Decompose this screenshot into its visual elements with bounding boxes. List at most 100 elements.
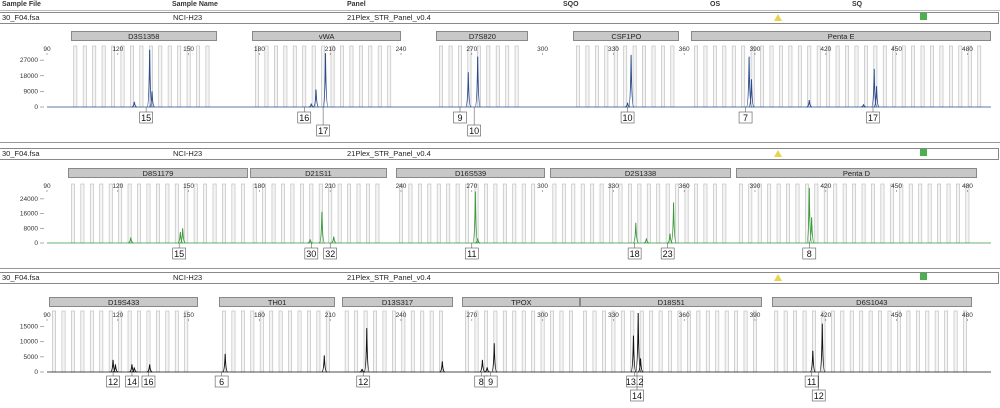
col-os[interactable]: OS	[710, 1, 721, 8]
allele-call[interactable]: 13.2	[626, 377, 644, 387]
locus-d18s51[interactable]: D18S51	[580, 297, 763, 307]
allele-call[interactable]: 14	[632, 391, 642, 401]
allele-call[interactable]: 6	[219, 377, 224, 387]
peak[interactable]	[479, 359, 486, 373]
allele-call-box[interactable]	[626, 375, 643, 388]
allele-call[interactable]: 15	[141, 113, 151, 123]
locus-th01[interactable]: TH01	[219, 297, 335, 307]
electropherogram-panel-3[interactable]: 30_F04.fsa NCI-H23 21Plex_STR_Panel_v0.4…	[0, 272, 1000, 408]
peak[interactable]	[873, 86, 880, 108]
col-sqo[interactable]: SQO	[563, 1, 579, 8]
peak[interactable]	[484, 367, 490, 373]
peak[interactable]	[624, 102, 631, 108]
locus-d21s11[interactable]: D21S11	[249, 168, 387, 178]
quality-ok-icon[interactable]	[920, 13, 927, 20]
locus-csf1po[interactable]: CSF1PO	[573, 31, 680, 41]
allele-call[interactable]: 10	[469, 126, 479, 136]
locus-d19s433[interactable]: D19S433	[49, 297, 199, 307]
quality-ok-icon[interactable]	[920, 273, 927, 280]
allele-call[interactable]: 23	[663, 249, 673, 259]
allele-call[interactable]: 9	[457, 113, 462, 123]
allele-call-box[interactable]	[139, 111, 153, 124]
allele-call-box[interactable]	[214, 375, 229, 388]
allele-call-box[interactable]	[467, 124, 481, 137]
locus-d3s1358[interactable]: D3S1358	[70, 31, 217, 41]
allele-call[interactable]: 12	[358, 377, 368, 387]
allele-call-box[interactable]	[660, 247, 675, 260]
allele-call[interactable]: 14	[127, 377, 137, 387]
allele-call[interactable]: 8	[479, 377, 484, 387]
allele-call[interactable]: 12	[814, 391, 824, 401]
peak[interactable]	[806, 100, 812, 108]
peak[interactable]	[637, 358, 644, 373]
locus-d16s539[interactable]: D16S539	[396, 168, 545, 178]
allele-call-box[interactable]	[738, 111, 753, 124]
peak[interactable]	[149, 91, 155, 108]
peak[interactable]	[808, 217, 815, 244]
peak[interactable]	[670, 202, 677, 244]
peak[interactable]	[331, 236, 337, 244]
peak[interactable]	[112, 364, 119, 373]
allele-call-box[interactable]	[804, 375, 819, 388]
electropherogram-panel-1[interactable]: 30_F04.fsa NCI-H23 21Plex_STR_Panel_v0.4…	[0, 12, 1000, 140]
peak[interactable]	[128, 237, 134, 244]
locus-d7s820[interactable]: D7S820	[436, 31, 529, 41]
allele-call[interactable]: 8	[807, 249, 812, 259]
peak[interactable]	[491, 343, 498, 373]
allele-call-box[interactable]	[627, 247, 642, 260]
peak[interactable]	[307, 239, 313, 244]
allele-call-box[interactable]	[811, 389, 826, 402]
peak[interactable]	[809, 350, 816, 373]
allele-call-box[interactable]	[297, 111, 312, 124]
trace-plot[interactable]: 90 120 150 180 210 240 270 300 330 360 390 420 450 48…	[0, 148, 1000, 268]
peak[interactable]	[465, 72, 472, 108]
peak[interactable]	[628, 54, 635, 108]
allele-call-box[interactable]	[453, 111, 467, 124]
allele-call[interactable]: 17	[318, 126, 328, 136]
allele-call[interactable]: 12	[108, 377, 118, 387]
peak[interactable]	[475, 238, 481, 244]
locus-d8s1179[interactable]: D8S1179	[68, 168, 248, 178]
allele-call[interactable]: 30	[306, 249, 316, 259]
peak[interactable]	[472, 191, 479, 244]
allele-call[interactable]: 11	[807, 377, 816, 387]
allele-call-box[interactable]	[323, 247, 338, 260]
locus-d13s317[interactable]: D13S317	[342, 297, 453, 307]
allele-call[interactable]: 16	[143, 377, 153, 387]
peak[interactable]	[318, 211, 326, 244]
peak[interactable]	[177, 231, 184, 244]
allele-call-box[interactable]	[304, 247, 319, 260]
peak[interactable]	[179, 228, 186, 244]
allele-call-box[interactable]	[106, 375, 120, 388]
peak[interactable]	[322, 53, 329, 108]
locus-penta-e[interactable]: Penta E	[691, 31, 991, 41]
peak[interactable]	[359, 368, 365, 373]
allele-call-box[interactable]	[630, 389, 644, 402]
sample-row[interactable]: 30_F04.fsa NCI-H23 21Plex_STR_Panel_v0.4	[0, 12, 1000, 24]
allele-call-box[interactable]	[172, 247, 186, 260]
locus-tpox[interactable]: TPOX	[462, 297, 581, 307]
allele-call-box[interactable]	[802, 247, 817, 260]
peak[interactable]	[321, 355, 328, 373]
peak[interactable]	[632, 222, 639, 244]
peak[interactable]	[819, 323, 826, 373]
allele-call[interactable]: 18	[630, 249, 640, 259]
sample-row[interactable]: 30_F04.fsa NCI-H23 21Plex_STR_Panel_v0.4	[0, 272, 1000, 284]
allele-call[interactable]: 10	[623, 113, 633, 123]
allele-call-box[interactable]	[316, 124, 330, 137]
col-sample-name[interactable]: Sample Name	[172, 1, 218, 8]
allele-call-box[interactable]	[141, 375, 156, 388]
allele-call[interactable]: 9	[488, 377, 493, 387]
peak[interactable]	[748, 79, 755, 108]
warning-icon[interactable]	[774, 14, 782, 21]
allele-call[interactable]: 7	[743, 113, 748, 123]
quality-ok-icon[interactable]	[920, 149, 927, 156]
peak[interactable]	[131, 367, 137, 373]
warning-icon[interactable]	[774, 274, 782, 281]
locus-vwa[interactable]: vWA	[252, 31, 401, 41]
allele-call[interactable]: 17	[868, 113, 878, 123]
peak[interactable]	[313, 89, 319, 108]
sample-row[interactable]: 30_F04.fsa NCI-H23 21Plex_STR_Panel_v0.4	[0, 148, 1000, 160]
locus-penta-d[interactable]: Penta D	[736, 168, 977, 178]
allele-call[interactable]: 15	[174, 249, 184, 259]
